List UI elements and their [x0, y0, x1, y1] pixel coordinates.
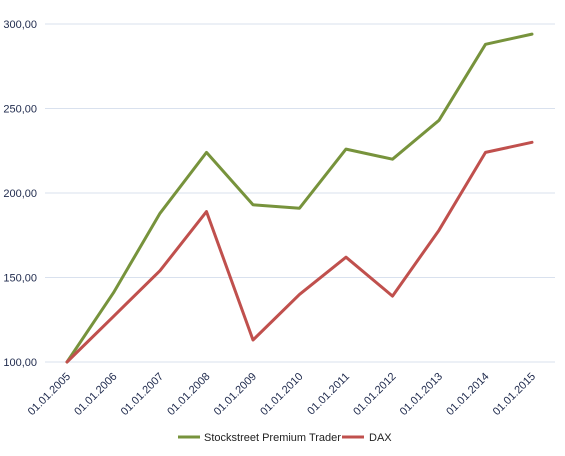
- x-tick-label: 01.01.2006: [72, 371, 119, 418]
- gridlines: [45, 23, 555, 363]
- x-tick-label: 01.01.2014: [444, 371, 491, 418]
- legend: Stockstreet Premium Trader DAX: [178, 432, 392, 444]
- y-axis-tick-labels: 100,00 150,00 200,00 250,00 300,00: [3, 19, 37, 369]
- x-tick-label: 01.01.2012: [351, 371, 398, 418]
- legend-label-1: DAX: [369, 432, 392, 444]
- x-tick-label: 01.01.2008: [165, 371, 212, 418]
- x-tick-label: 01.01.2007: [119, 371, 166, 418]
- x-tick-label: 01.01.2011: [305, 371, 352, 418]
- y-tick-label: 300,00: [3, 19, 37, 31]
- x-tick-label: 01.01.2010: [258, 371, 305, 418]
- x-tick-label: 01.01.2005: [26, 371, 73, 418]
- y-tick-label: 200,00: [3, 188, 37, 200]
- y-tick-label: 100,00: [3, 357, 37, 369]
- x-tick-label: 01.01.2009: [212, 371, 259, 418]
- legend-label-0: Stockstreet Premium Trader: [204, 432, 341, 444]
- x-tick-label: 01.01.2015: [491, 371, 538, 418]
- x-axis-tick-labels: 01.01.2005 01.01.2006 01.01.2007 01.01.2008…: [26, 371, 538, 418]
- y-tick-label: 250,00: [3, 104, 37, 116]
- y-tick-label: 150,00: [3, 273, 37, 285]
- series-line-0: [65, 32, 534, 364]
- x-tick-label: 01.01.2013: [398, 371, 445, 418]
- series-line-1: [65, 140, 534, 364]
- series-lines: [65, 32, 534, 364]
